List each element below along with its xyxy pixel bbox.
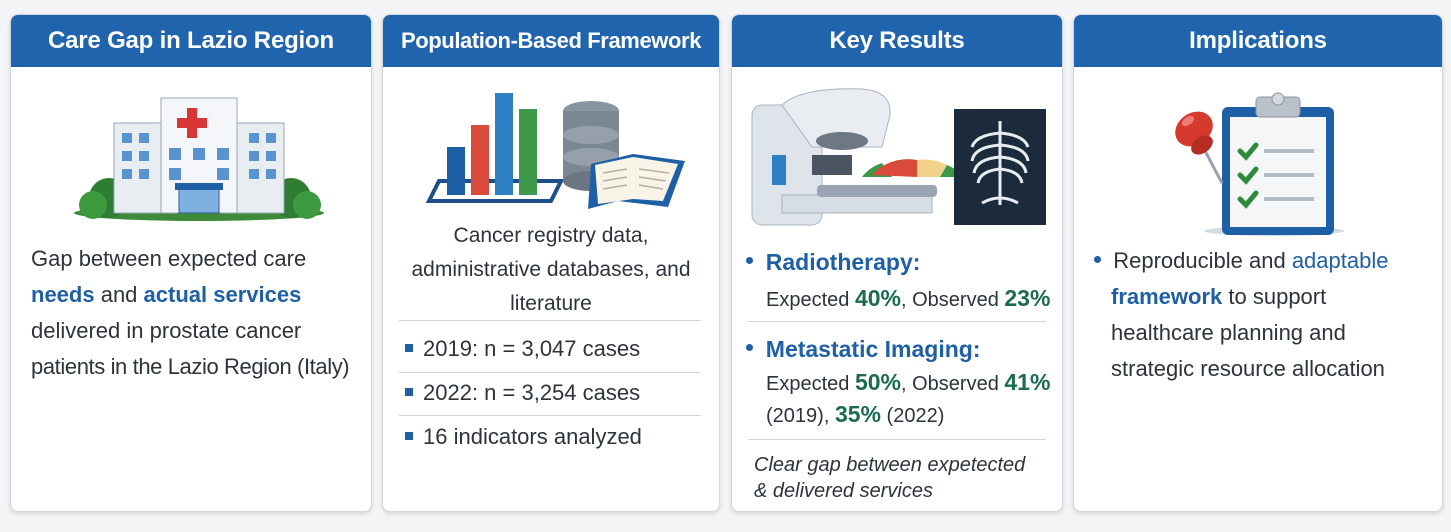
adaptable-highlight: adaptable	[1291, 248, 1389, 273]
observed-text: , Observed	[901, 373, 1005, 395]
observed-text: , Observed	[901, 289, 1005, 311]
bullet-icon	[746, 257, 753, 265]
imaging-result: Metastatic Imaging: Expected 50%, Observ…	[746, 331, 1060, 431]
and-text: and	[94, 282, 144, 307]
expected-value: 40%	[854, 285, 901, 311]
implications-line-1: Reproducible and adaptable	[1094, 243, 1434, 279]
clipboard-checklist-icon	[1175, 92, 1344, 236]
results-title: Key Results	[732, 15, 1062, 67]
implications-line-2: framework to support	[1094, 279, 1434, 315]
implications-line-3: healthcare planning and	[1111, 320, 1346, 345]
framework-divider-3	[399, 415, 701, 416]
expected-text: Expected	[766, 373, 855, 395]
framework-highlight: framework	[1111, 284, 1223, 309]
results-panel: Key Results Radiotherapy: Expected 40%, …	[731, 14, 1063, 512]
framework-intro: Cancer registry data, administrative dat…	[383, 219, 719, 321]
care-gap-line-4: patients in the Lazio Region (Italy)	[31, 354, 350, 379]
framework-divider-1	[399, 320, 701, 321]
care-gap-title: Care Gap in Lazio Region	[11, 15, 371, 67]
framework-item-label: 16 indicators analyzed	[423, 424, 642, 449]
bullet-icon	[746, 344, 753, 352]
framework-item-label: 2022: n = 3,254 cases	[423, 380, 641, 405]
implications-text-2: to support	[1222, 284, 1327, 309]
radiotherapy-label: Radiotherapy:	[765, 249, 921, 275]
expected-value: 50%	[854, 369, 901, 395]
implications-text-1: Reproducible and	[1113, 248, 1292, 273]
imaging-label: Metastatic Imaging:	[765, 336, 981, 362]
bullet-icon	[405, 344, 413, 353]
imaging-label-row: Metastatic Imaging:	[746, 331, 1060, 367]
needs-highlight: needs	[31, 282, 95, 307]
observed-value: 23%	[1004, 285, 1051, 311]
year-2022-text: (2022)	[880, 405, 945, 427]
radiotherapy-label-row: Radiotherapy:	[746, 244, 1056, 280]
care-gap-line-3: delivered in prostate cancer	[31, 318, 302, 343]
radiotherapy-machine-icon	[751, 88, 1046, 226]
implications-title: Implications	[1074, 15, 1442, 67]
framework-item: 2019: n = 3,047 cases	[405, 331, 640, 367]
framework-intro-line-2: administrative databases, and	[411, 258, 691, 281]
framework-intro-line-3: literature	[510, 292, 592, 315]
implications-line-4: strategic resource allocation	[1111, 356, 1385, 381]
year-2019-text: (2019),	[766, 405, 835, 427]
bullet-icon	[405, 388, 413, 397]
care-gap-line-1: Gap between expected care	[31, 246, 307, 271]
framework-title: Population-Based Framework	[383, 15, 719, 67]
results-note-line-1: Clear gap between expetected	[754, 454, 1026, 476]
radiotherapy-result: Radiotherapy: Expected 40%, Observed 23%	[746, 244, 1056, 318]
imaging-stats: Expected 50%, Observed 41% (2019), 35% (2…	[746, 367, 1060, 431]
framework-panel: Population-Based Framework Cancer regist…	[382, 14, 720, 512]
results-note-line-2: & delivered services	[754, 480, 933, 502]
care-gap-panel: Care Gap in Lazio Region Gap between exp…	[10, 14, 372, 512]
framework-item: 16 indicators analyzed	[405, 419, 642, 455]
radiotherapy-stats: Expected 40%, Observed 23%	[746, 280, 1056, 318]
value-2022: 35%	[834, 401, 881, 427]
framework-intro-line-1: Cancer registry data,	[453, 224, 649, 247]
observed-value: 41%	[1004, 369, 1051, 395]
care-gap-line-2: needs and actual services	[31, 277, 361, 313]
care-gap-description: Gap between expected care needs and actu…	[31, 241, 361, 385]
results-divider-2	[748, 439, 1046, 440]
bullet-icon	[1094, 255, 1101, 263]
hospital-icon	[74, 97, 324, 221]
results-note: Clear gap between expetected & delivered…	[754, 452, 1025, 504]
implications-description: Reproducible and adaptable framework to …	[1094, 243, 1434, 387]
expected-text: Expected	[766, 289, 855, 311]
results-divider-1	[748, 321, 1046, 322]
actual-services-highlight: actual services	[143, 282, 302, 307]
framework-item: 2022: n = 3,254 cases	[405, 375, 640, 411]
data-sources-icon	[425, 93, 685, 209]
framework-item-label: 2019: n = 3,047 cases	[423, 336, 641, 361]
implications-panel: Implications Reproducible and adaptable …	[1073, 14, 1443, 512]
framework-divider-2	[399, 372, 701, 373]
bullet-icon	[405, 432, 413, 441]
